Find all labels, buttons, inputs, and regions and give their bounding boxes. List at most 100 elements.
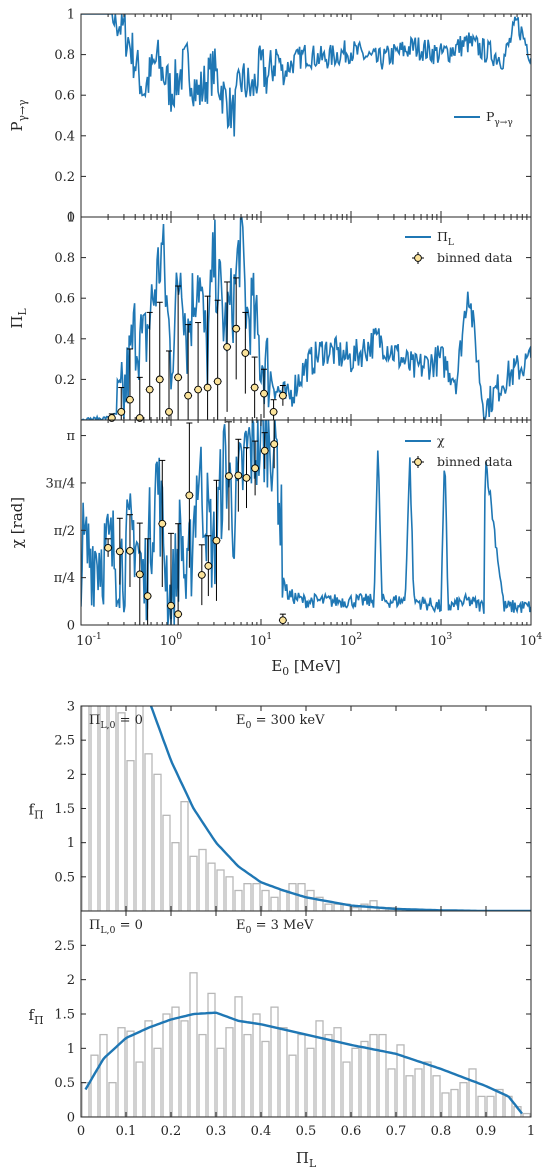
y-tick-label: 1 bbox=[67, 8, 75, 23]
data-point bbox=[126, 395, 134, 404]
histogram-bar bbox=[387, 1068, 396, 1117]
histogram-bar bbox=[90, 1054, 99, 1117]
annotation: E0​ = 3 MeV bbox=[236, 918, 314, 936]
label-part: 10 bbox=[340, 634, 357, 649]
histogram-bar bbox=[243, 1033, 252, 1117]
y-tick-label: 0.8 bbox=[54, 48, 75, 63]
x-tick-label: 0.4 bbox=[251, 1124, 272, 1139]
annotation: ΠL,0​ = 0 bbox=[89, 713, 143, 731]
data-point bbox=[197, 571, 206, 579]
data-point bbox=[270, 440, 279, 448]
label-part: 10 bbox=[160, 634, 177, 649]
data-point bbox=[115, 547, 124, 556]
data-point bbox=[194, 385, 202, 394]
label-part: E bbox=[271, 657, 282, 675]
y-axis-label: fΠ​ bbox=[29, 1006, 44, 1027]
histogram-bar bbox=[171, 842, 180, 911]
x-tick-label: 104​ bbox=[520, 631, 543, 649]
histogram-bar bbox=[270, 896, 279, 911]
histogram-bar bbox=[198, 1033, 207, 1117]
label-part: E bbox=[236, 713, 246, 728]
legend-marker bbox=[414, 254, 422, 262]
data-point bbox=[126, 546, 134, 555]
data-point bbox=[234, 471, 243, 480]
label-part: L bbox=[309, 1157, 316, 1170]
density-curve bbox=[149, 706, 531, 911]
histogram-bar bbox=[135, 1061, 144, 1117]
axes-frame bbox=[80, 419, 532, 626]
histogram-bar bbox=[207, 992, 216, 1117]
histogram-bar bbox=[351, 1047, 360, 1117]
label-part: 0 bbox=[282, 665, 289, 678]
data-point bbox=[212, 536, 221, 545]
histogram-bar bbox=[189, 855, 198, 911]
histogram-bar bbox=[270, 1006, 279, 1117]
histogram-bar bbox=[126, 760, 135, 911]
label-part: 1 bbox=[266, 631, 272, 642]
y-tick-label: 3 bbox=[67, 700, 75, 715]
histogram-bar bbox=[450, 1088, 459, 1117]
histogram-bar bbox=[378, 1033, 387, 1117]
data-point bbox=[269, 408, 278, 416]
label-part: Π bbox=[8, 316, 26, 329]
series-line bbox=[81, 217, 531, 420]
label-part: -1 bbox=[93, 631, 102, 642]
histogram-bar bbox=[252, 883, 261, 911]
data-point bbox=[204, 562, 213, 570]
histogram-bar bbox=[225, 1027, 234, 1117]
y-tick-label: π/2 bbox=[54, 524, 75, 539]
histogram-bar bbox=[180, 1020, 189, 1117]
label-part: f bbox=[29, 1006, 36, 1024]
y-tick-label: 2.5 bbox=[54, 939, 75, 954]
data-point bbox=[174, 610, 182, 618]
label-part: L bbox=[16, 308, 29, 315]
y-tick-label: 0.6 bbox=[54, 89, 75, 104]
histogram-bar bbox=[108, 1082, 117, 1117]
data-point bbox=[145, 385, 154, 394]
data-point bbox=[104, 543, 112, 552]
data-point bbox=[241, 349, 250, 357]
histogram-bar bbox=[279, 1027, 288, 1117]
legend-label: ΠL​ bbox=[437, 229, 454, 248]
data-point bbox=[184, 391, 192, 400]
histogram-bar bbox=[306, 1047, 315, 1117]
axes-frame bbox=[80, 705, 532, 912]
data-point bbox=[135, 570, 144, 579]
histogram-bar bbox=[288, 1054, 297, 1117]
y-tick-label: 2 bbox=[67, 768, 75, 783]
label-part: 4 bbox=[536, 631, 542, 642]
y-tick-label: 0 bbox=[67, 211, 75, 226]
histogram-bar bbox=[324, 1033, 333, 1117]
x-tick-label: 0 bbox=[77, 1124, 85, 1139]
histogram-bar bbox=[432, 1075, 441, 1117]
label-part: E bbox=[236, 918, 246, 933]
histogram-bar bbox=[414, 1068, 423, 1117]
histogram-bar bbox=[288, 883, 297, 911]
histogram-bar bbox=[423, 1061, 432, 1117]
label-part: Π bbox=[89, 918, 100, 933]
label-part: L,0 bbox=[100, 720, 115, 731]
label-part: = 0 bbox=[115, 918, 142, 933]
histogram-bar bbox=[315, 1020, 324, 1117]
data-point bbox=[250, 383, 259, 392]
histogram-bar bbox=[126, 1030, 135, 1117]
y-axis-label: fΠ​ bbox=[29, 801, 44, 822]
label-part: 10 bbox=[430, 634, 447, 649]
label-part: γ→γ bbox=[494, 118, 512, 128]
histogram-bar bbox=[234, 996, 243, 1117]
data-point bbox=[185, 491, 194, 500]
histogram-bar bbox=[468, 1068, 477, 1117]
label-part: f bbox=[29, 801, 36, 819]
label-part: Π bbox=[437, 229, 448, 244]
x-tick-label: 102​ bbox=[340, 631, 363, 649]
label-part: χ [rad] bbox=[8, 497, 26, 548]
histogram-bar bbox=[441, 1092, 450, 1117]
label-part: L bbox=[448, 238, 454, 248]
data-point bbox=[225, 472, 233, 480]
y-tick-label: 0.5 bbox=[54, 1076, 75, 1091]
label-part: 0 bbox=[246, 925, 252, 936]
histogram-bar bbox=[360, 1040, 369, 1117]
histogram-bar bbox=[153, 773, 162, 911]
histogram-bar bbox=[234, 889, 243, 911]
